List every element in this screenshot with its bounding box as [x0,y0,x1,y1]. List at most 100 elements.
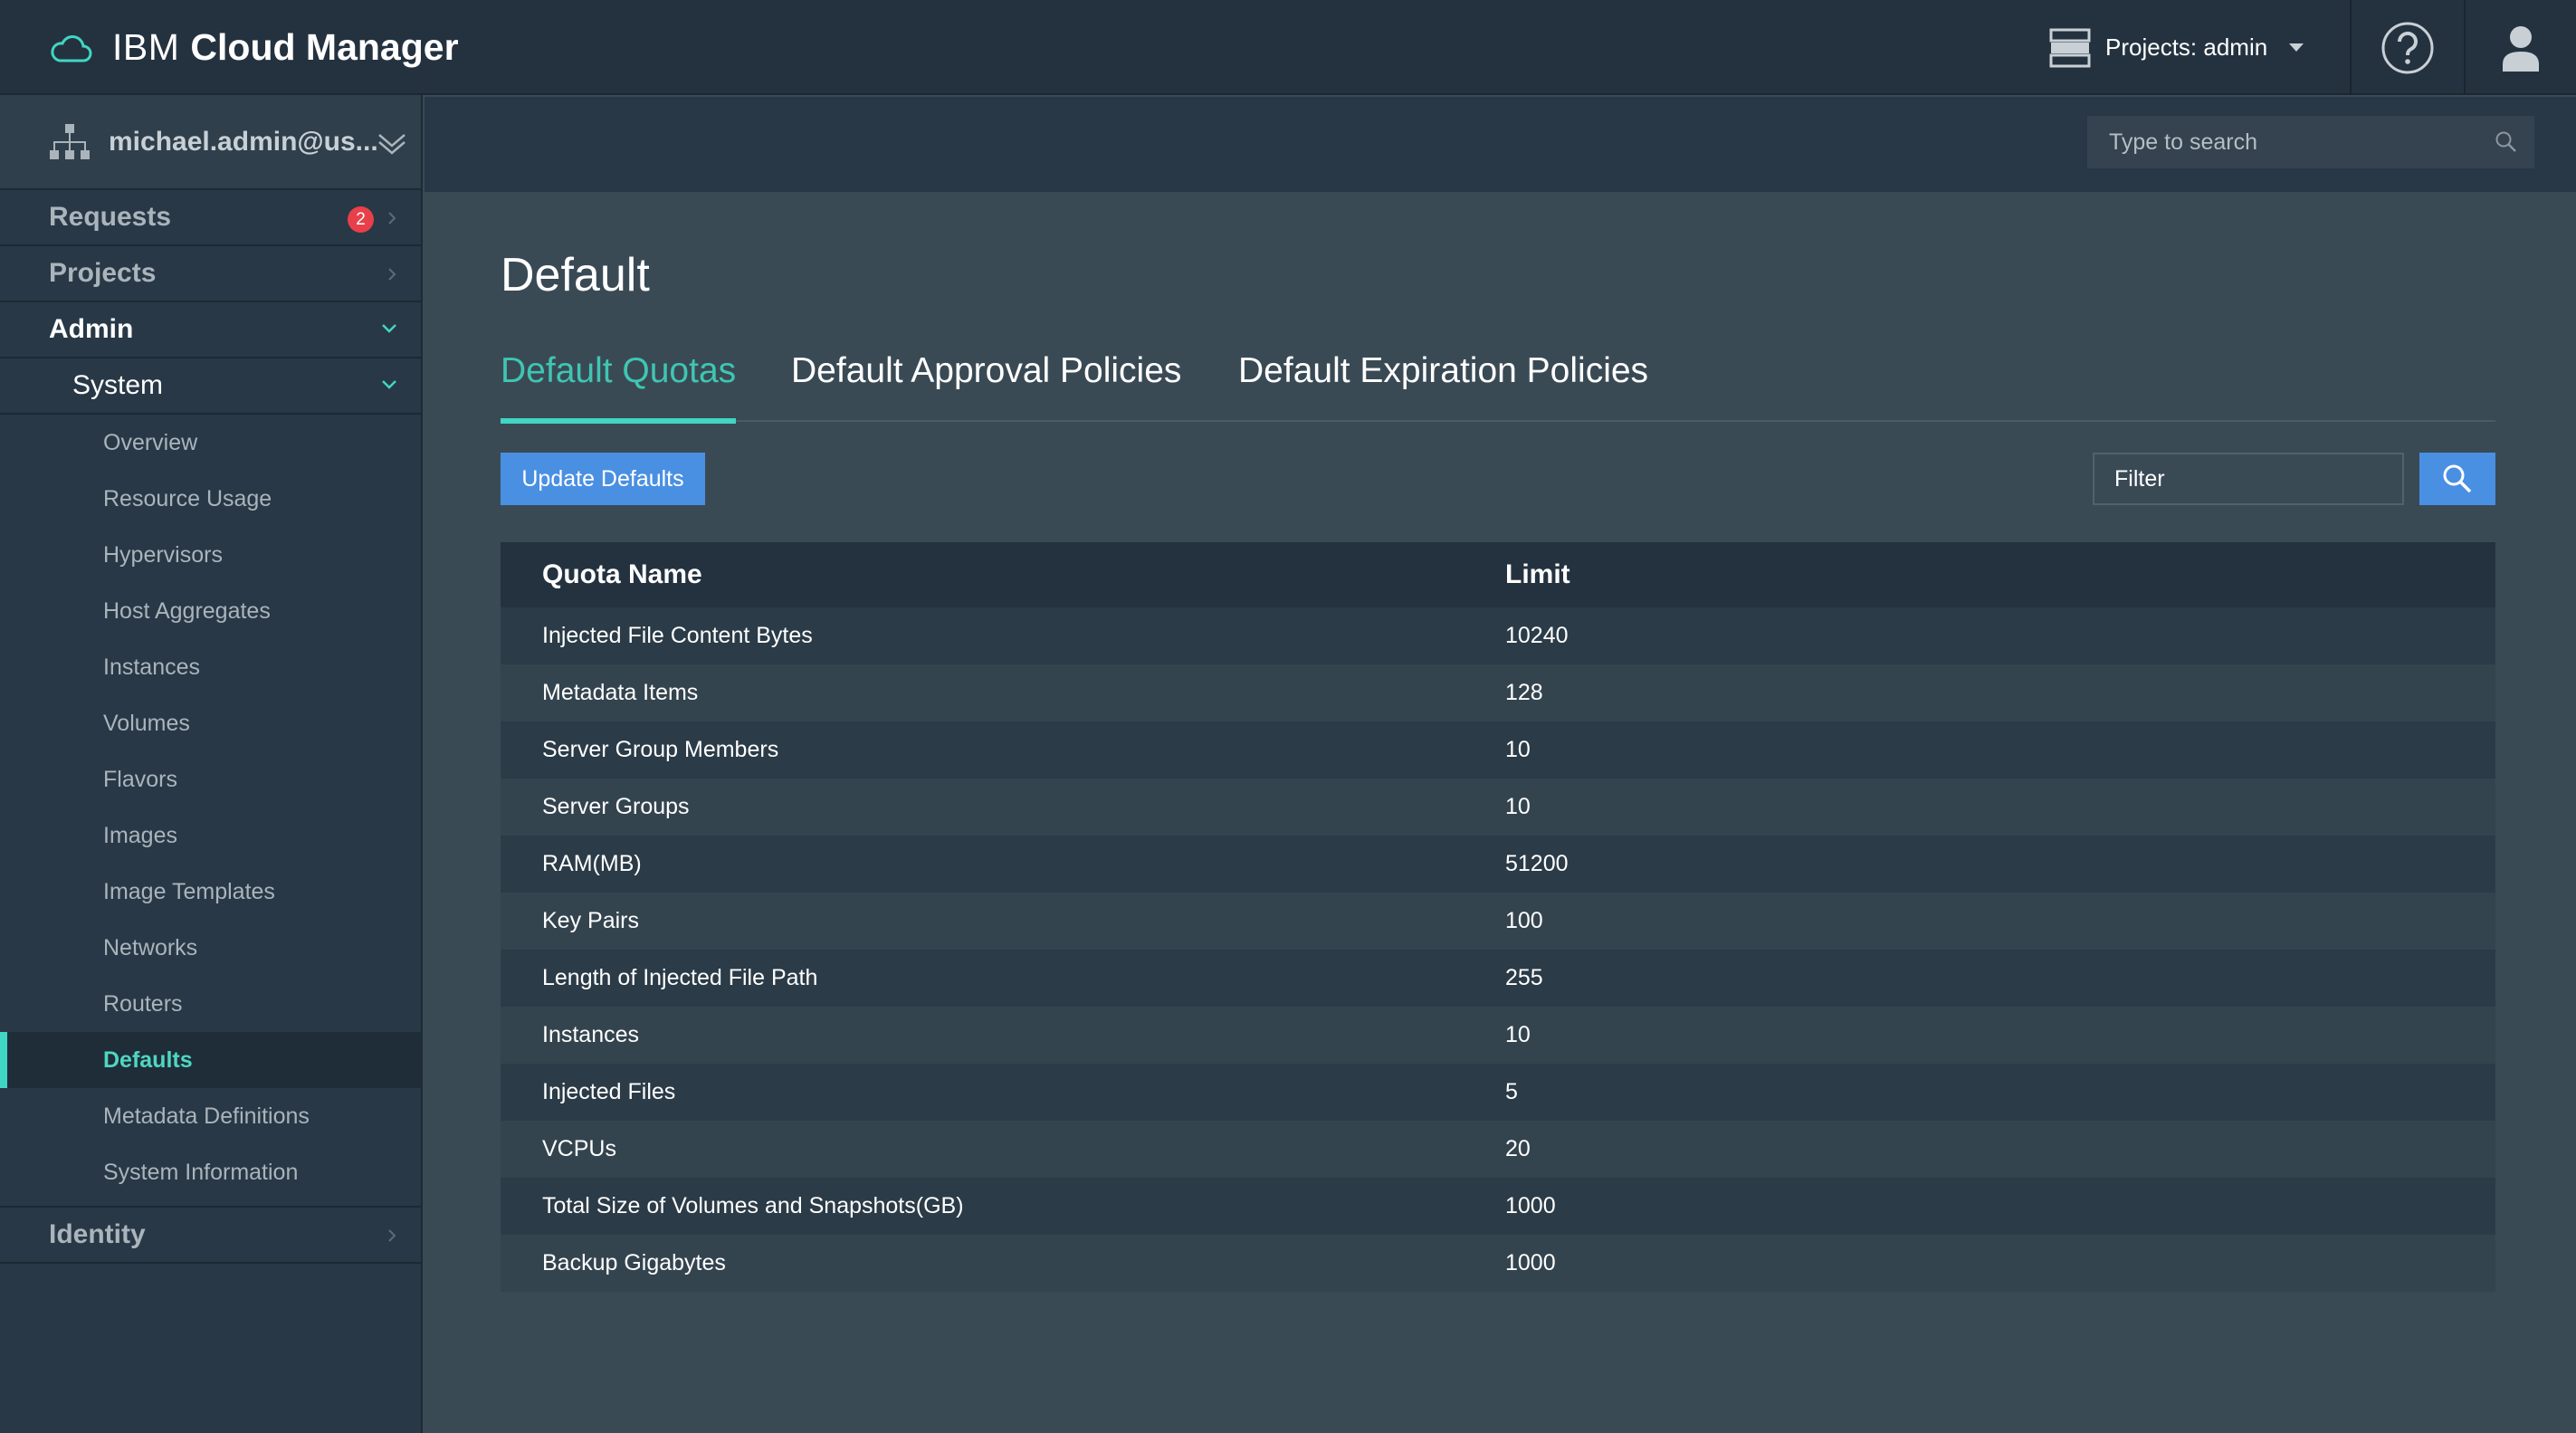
top-bar: IBM Cloud Manager Projects: admin [0,0,2576,95]
sidebar-item-image-templates[interactable]: Image Templates [103,878,275,904]
tab-default-quotas[interactable]: Default Quotas [501,351,737,424]
quota-name-cell: Length of Injected File Path [542,965,818,990]
sidebar-item-metadata-definitions[interactable]: Metadata Definitions [103,1103,310,1129]
limit-cell: 10 [1505,1022,1531,1047]
chevron-right-icon [388,268,396,281]
cloud-icon [51,34,92,62]
help-icon [2381,22,2434,73]
sidebar-item-system[interactable]: System [0,358,421,415]
table-row[interactable]: Key Pairs 100 [501,893,2495,950]
limit-cell: 1000 [1505,1250,1556,1275]
tab-default-approval-policies[interactable]: Default Approval Policies [791,351,1182,390]
filter-input[interactable]: Filter [2093,453,2404,505]
limit-cell: 255 [1505,965,1543,990]
sidebar-item-label: Admin [49,314,134,344]
quota-name-cell: Metadata Items [542,680,699,705]
sidebar: michael.admin@us... Requests 2 Projects … [0,95,423,1433]
sidebar-item-admin[interactable]: Admin [0,302,421,358]
limit-cell: 10 [1505,794,1531,819]
table-row[interactable]: Total Size of Volumes and Snapshots(GB) 1… [501,1178,2495,1235]
quota-name-cell: Total Size of Volumes and Snapshots(GB) [542,1193,964,1218]
tab-default-expiration-policies[interactable]: Default Expiration Policies [1238,351,1649,390]
quota-name-cell: VCPUs [542,1136,616,1161]
sidebar-item-defaults[interactable]: Defaults [0,1032,421,1088]
quota-name-cell: RAM(MB) [542,851,642,876]
table-body: Injected File Content Bytes 10240 Metadat… [501,607,2495,1292]
limit-cell: 100 [1505,908,1543,933]
limit-cell: 10 [1505,737,1531,762]
tab-bar: Default Quotas Default Approval Policies… [501,351,2495,424]
table-row[interactable]: Injected File Content Bytes 10240 [501,607,2495,664]
requests-count-badge: 2 [348,206,374,233]
search-placeholder: Type to search [2109,129,2257,155]
sidebar-item-routers[interactable]: Routers [103,990,183,1017]
page-title: Default [501,249,650,301]
table-row[interactable]: Server Groups 10 [501,779,2495,836]
projects-label: Projects: admin [2105,33,2268,61]
quota-name-cell: Instances [542,1022,640,1047]
brand-prefix: IBM [112,26,180,68]
column-header-quota-name[interactable]: Quota Name [542,559,702,589]
column-header-limit[interactable]: Limit [1505,559,1570,589]
sidebar-item-volumes[interactable]: Volumes [103,710,190,736]
table-row[interactable]: RAM(MB) 51200 [501,836,2495,893]
table-row[interactable]: Instances 10 [501,1007,2495,1064]
search-icon [2443,464,2472,493]
brand-logo[interactable]: IBM Cloud Manager [49,0,459,95]
quota-name-cell: Backup Gigabytes [542,1250,726,1275]
limit-cell: 20 [1505,1136,1531,1161]
sidebar-item-requests[interactable]: Requests 2 [0,190,421,246]
limit-cell: 51200 [1505,851,1569,876]
update-defaults-button[interactable]: Update Defaults [501,453,705,505]
user-menu-button[interactable] [2466,0,2576,95]
filter-placeholder: Filter [2114,465,2165,492]
sidebar-item-label: System [72,370,164,400]
table-row[interactable]: Injected Files 5 [501,1064,2495,1121]
quota-name-cell: Injected Files [542,1079,676,1104]
search-input[interactable]: Type to search [2087,116,2534,168]
sidebar-item-system-information[interactable]: System Information [103,1159,299,1185]
sidebar-item-label: Requests [49,202,172,232]
help-button[interactable] [2352,0,2464,95]
table-row[interactable]: Backup Gigabytes 1000 [501,1235,2495,1292]
sidebar-item-label: Projects [49,258,157,288]
chevron-right-icon [388,1229,396,1242]
limit-cell: 5 [1505,1079,1518,1104]
divider [2464,0,2466,95]
server-icon [2049,28,2091,67]
sidebar-item-identity[interactable]: Identity [0,1208,421,1264]
limit-cell: 1000 [1505,1193,1556,1218]
account-name: michael.admin@us... [109,126,378,157]
sidebar-item-images[interactable]: Images [103,822,177,848]
limit-cell: 128 [1505,680,1543,705]
chevron-down-icon [382,380,396,389]
sidebar-item-resource-usage[interactable]: Resource Usage [103,485,272,511]
quotas-table: Quota Name Limit Injected File Content B… [501,542,2495,1292]
quota-name-cell: Key Pairs [542,908,639,933]
sidebar-item-label: Identity [49,1219,146,1249]
table-row[interactable]: Metadata Items 128 [501,664,2495,721]
sidebar-item-overview[interactable]: Overview [103,429,198,455]
filter-search-button[interactable] [2419,453,2495,505]
sidebar-item-host-aggregates[interactable]: Host Aggregates [103,597,271,624]
caret-down-icon [2289,43,2304,52]
table-header: Quota Name Limit [501,542,2495,607]
sidebar-item-flavors[interactable]: Flavors [103,766,177,792]
chevron-down-icon [382,324,396,333]
table-row[interactable]: VCPUs 20 [501,1121,2495,1178]
sidebar-item-projects[interactable]: Projects [0,246,421,302]
table-row[interactable]: Server Group Members 10 [501,721,2495,779]
quota-name-cell: Server Group Members [542,737,779,762]
sidebar-item-networks[interactable]: Networks [103,934,198,960]
hierarchy-icon [50,123,90,159]
limit-cell: 10240 [1505,623,1569,648]
table-row[interactable]: Length of Injected File Path 255 [501,950,2495,1007]
projects-selector[interactable]: Projects: admin [2049,0,2304,95]
quota-name-cell: Injected File Content Bytes [542,623,813,648]
sidebar-item-instances[interactable]: Instances [103,654,201,680]
sidebar-item-hypervisors[interactable]: Hypervisors [103,541,223,568]
account-switcher[interactable]: michael.admin@us... [0,95,421,190]
system-submenu: Overview Resource Usage Hypervisors Host… [0,415,421,1208]
brand-name: Cloud Manager [190,26,459,68]
quota-name-cell: Server Groups [542,794,690,819]
